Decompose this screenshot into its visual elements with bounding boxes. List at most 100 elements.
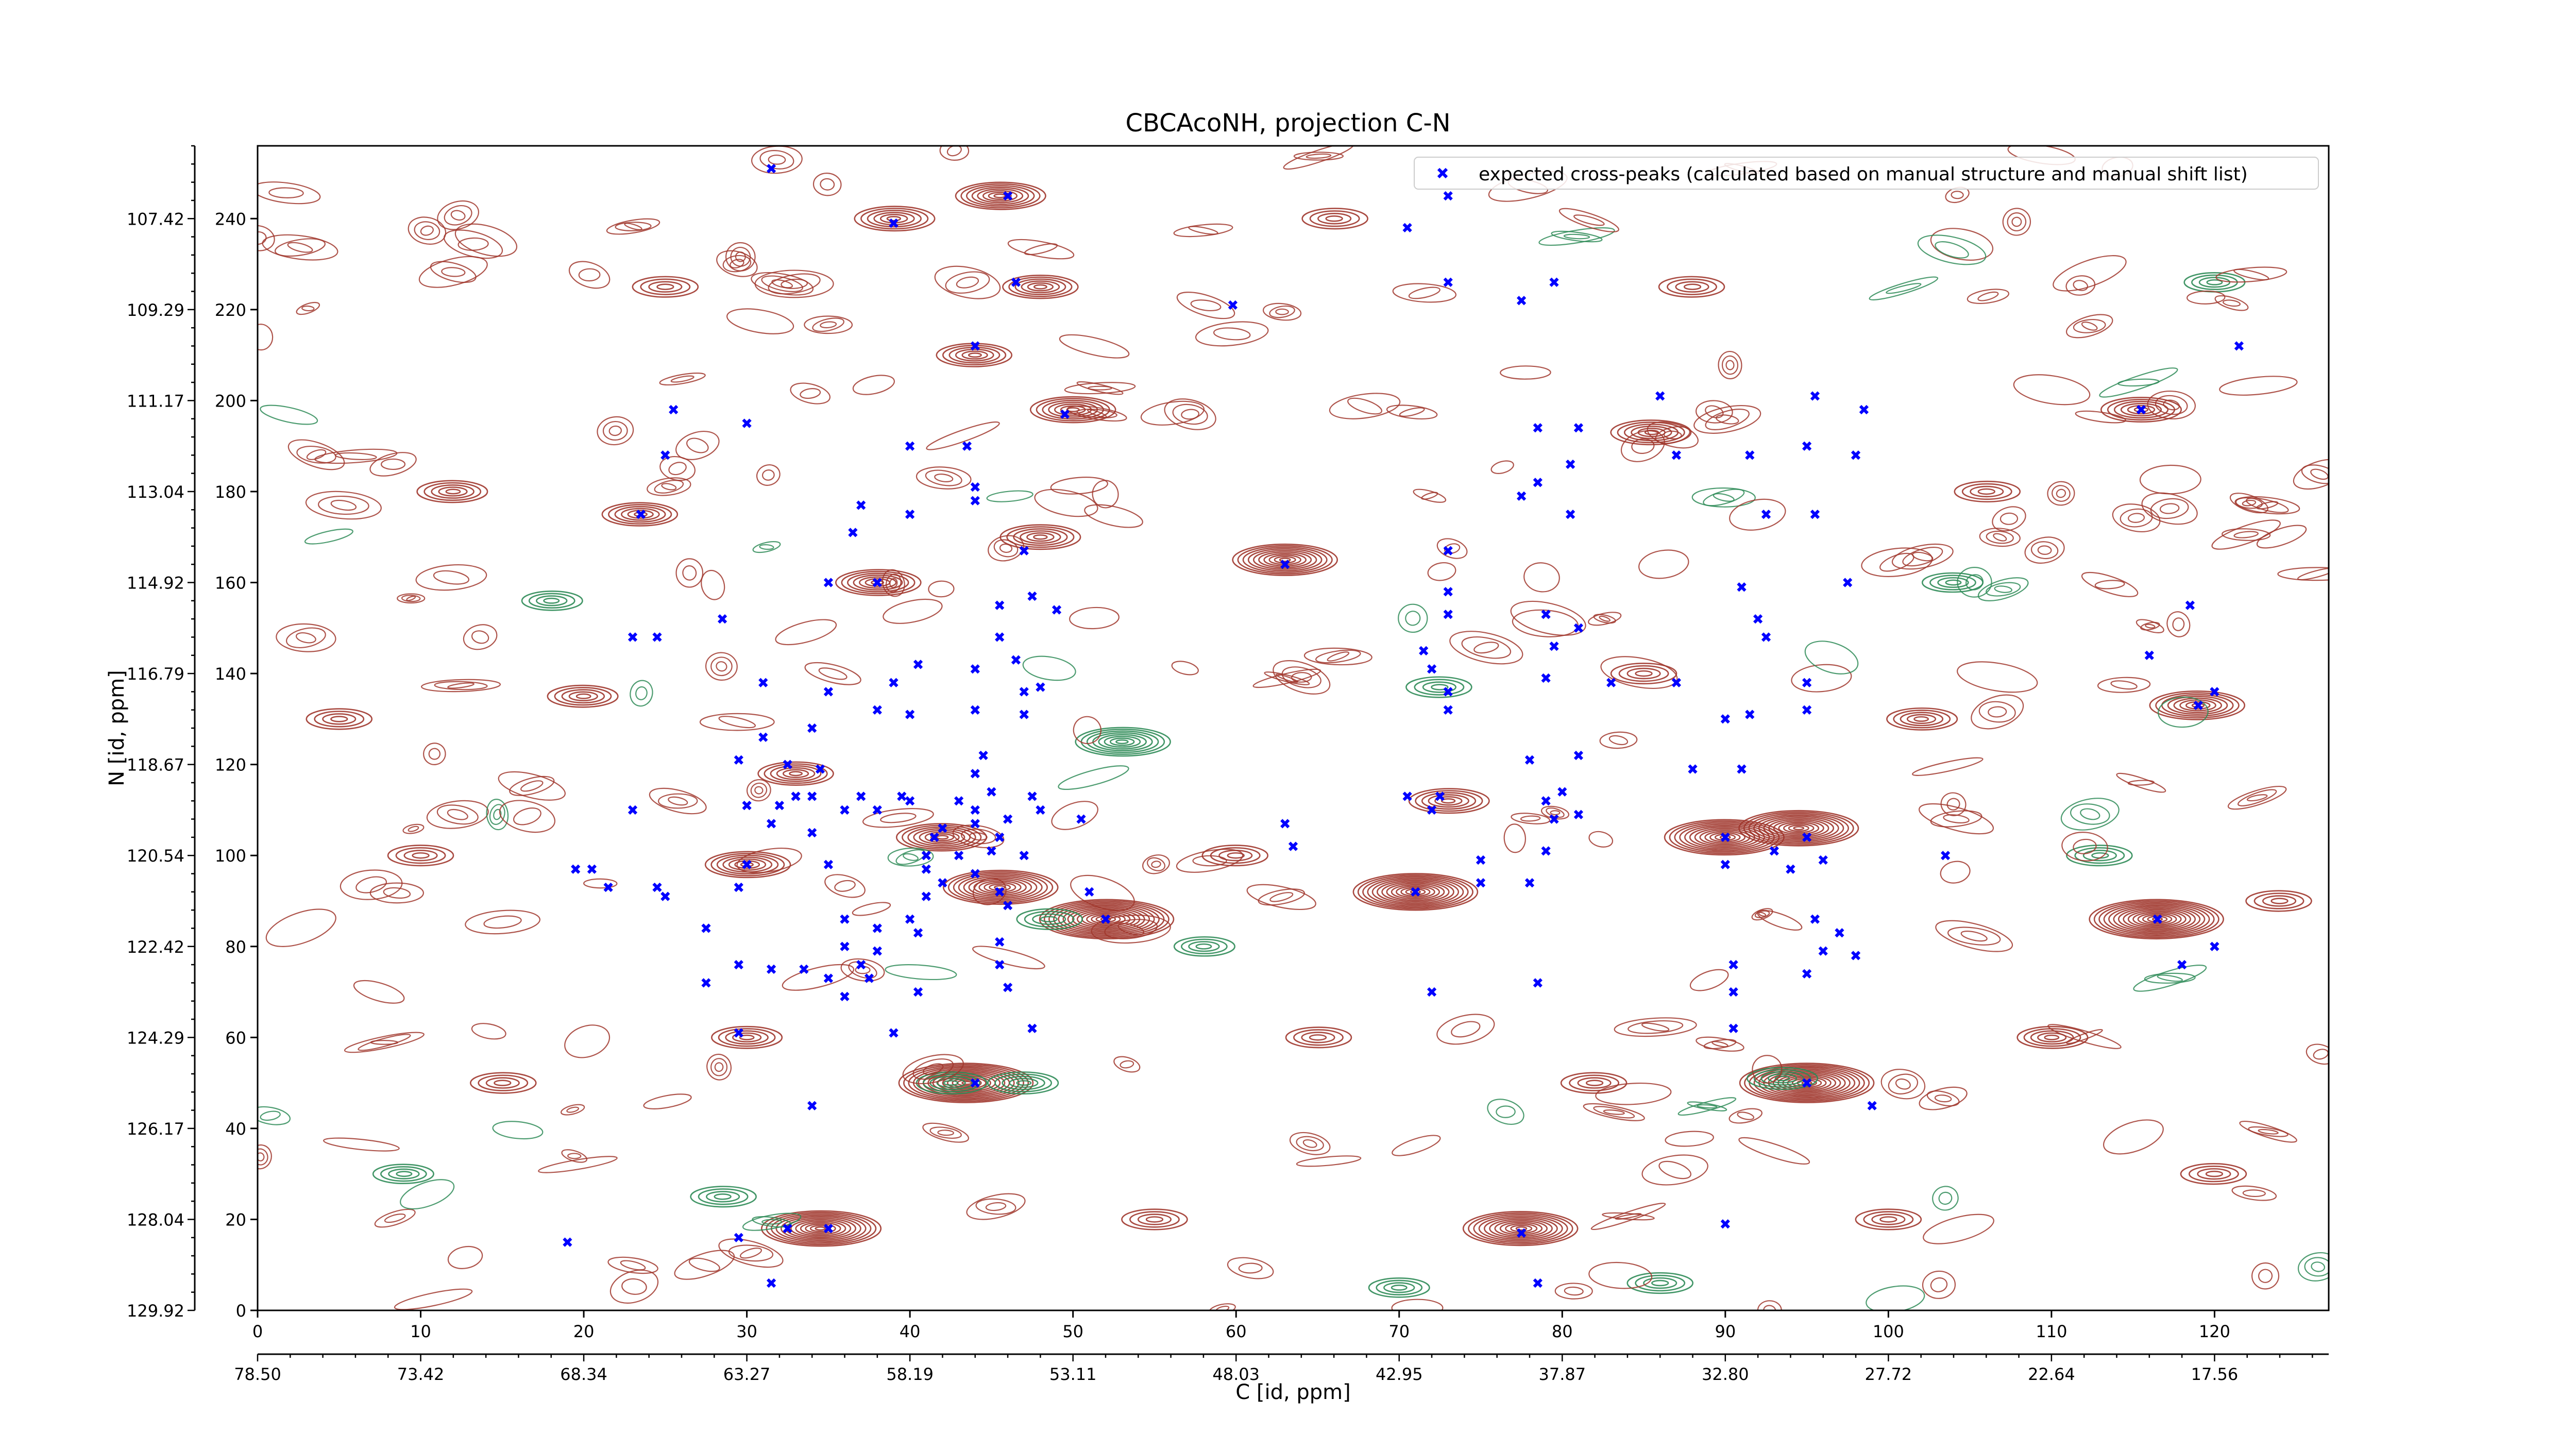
noise-contour [1729, 498, 1786, 531]
cross-peak-marker [1737, 764, 1747, 774]
noise-contour [609, 1269, 659, 1304]
cross-peak-marker [823, 973, 834, 983]
cross-peak-marker [889, 1028, 899, 1038]
noise-contour [258, 225, 275, 251]
cross-peak-marker [1818, 946, 1828, 956]
noise-contour [1398, 603, 1428, 633]
noise-contour [2002, 208, 2031, 236]
noise-contour [1070, 874, 1135, 911]
noise-contour [782, 964, 855, 991]
cross-peak-marker [1533, 478, 1543, 487]
cross-peak-marker [1728, 987, 1738, 997]
cross-peak-marker [1859, 405, 1869, 415]
noise-contour [1059, 334, 1130, 359]
noise-contour [1558, 208, 1619, 232]
plot-frame [257, 145, 2330, 1311]
noise-contour [1511, 813, 1550, 824]
noise-contour [1922, 1270, 1956, 1299]
noise-contour [304, 528, 353, 545]
noise-contour [402, 823, 425, 834]
noise-contour [1392, 283, 1457, 303]
noise-contour [812, 173, 842, 196]
noise-contour [649, 787, 707, 815]
noise-contour [437, 200, 480, 230]
contour-peak [2245, 890, 2312, 912]
noise-contour [1880, 1069, 1926, 1100]
cross-peak-marker [872, 705, 882, 715]
cross-peak-marker [1019, 710, 1029, 719]
cross-peak-marker [766, 964, 776, 974]
noise-contour [1173, 223, 1233, 238]
cross-peak-marker [701, 978, 711, 988]
y-tick-label-id: 80 [225, 937, 246, 957]
noise-contour [2136, 619, 2164, 633]
cross-peak-marker [628, 632, 638, 642]
noise-contour [397, 593, 426, 604]
contour-layer [258, 146, 2329, 1310]
cross-peak-marker [1549, 814, 1559, 824]
cross-peak-marker [1802, 441, 1812, 451]
cross-peak-marker [905, 914, 915, 924]
cross-peak-marker [995, 832, 1005, 843]
noise-contour [1940, 861, 1971, 884]
noise-contour [1289, 1132, 1331, 1155]
noise-contour [1487, 1099, 1524, 1125]
noise-contour [2065, 275, 2096, 296]
cross-peak-marker [1476, 855, 1486, 865]
cross-peak-marker [1810, 509, 1820, 519]
noise-contour [2103, 1119, 2164, 1155]
noise-contour [418, 256, 488, 288]
contour-peak [1352, 873, 1479, 911]
cross-peak-marker [921, 851, 931, 861]
cross-peak-marker [717, 614, 727, 624]
noise-contour [1718, 350, 1742, 380]
noise-contour [1490, 460, 1514, 474]
noise-contour [538, 1156, 618, 1173]
cross-peak-marker [1802, 969, 1812, 979]
noise-contour [2187, 290, 2226, 305]
cross-peak-marker [1419, 646, 1429, 656]
noise-contour [916, 466, 972, 490]
noise-contour [260, 405, 318, 425]
cross-peak-marker [1060, 409, 1070, 419]
x-tick-label-ppm: 73.42 [397, 1364, 445, 1384]
cross-peak-marker [1443, 705, 1453, 715]
noise-contour [1923, 1214, 1994, 1244]
x-tick-label-ppm: 37.87 [1538, 1364, 1586, 1384]
noise-contour [701, 569, 725, 600]
noise-contour [643, 1093, 692, 1109]
cross-peak-marker [970, 341, 980, 351]
noise-contour [1538, 227, 1615, 246]
cross-peak-marker [652, 882, 662, 892]
cross-peak-marker [1851, 951, 1861, 961]
noise-contour [934, 265, 1001, 299]
contour-peak [387, 845, 454, 867]
noise-contour [374, 1208, 416, 1228]
noise-contour [1957, 661, 2038, 693]
noise-contour [2081, 571, 2139, 597]
noise-contour [1791, 664, 1852, 693]
cross-peak-marker [921, 864, 931, 874]
noise-contour [1140, 400, 1205, 426]
cross-peak-marker [856, 959, 866, 970]
noise-contour [1209, 1303, 1236, 1310]
noise-contour [659, 373, 706, 386]
noise-contour [1804, 641, 1859, 675]
cross-peak-marker [1720, 714, 1730, 724]
cross-peak-marker [807, 1101, 817, 1110]
noise-contour [498, 771, 566, 801]
cross-peak-marker [1019, 546, 1029, 555]
y-tick-label-ppm: 128.04 [127, 1210, 184, 1229]
cross-peak-marker [1573, 750, 1584, 761]
noise-contour [952, 824, 1005, 848]
x-tick-label-ppm: 63.27 [723, 1364, 771, 1384]
cross-peak-marker [978, 750, 988, 761]
cross-peak-marker [1524, 755, 1535, 765]
cross-peak-marker [970, 664, 980, 674]
noise-contour [705, 652, 738, 681]
cross-peak-marker [1720, 860, 1730, 869]
cross-peak-marker [766, 1278, 776, 1288]
noise-contour [1436, 1014, 1495, 1045]
cross-peak-marker [2144, 650, 2154, 660]
noise-contour [1113, 1056, 1141, 1073]
